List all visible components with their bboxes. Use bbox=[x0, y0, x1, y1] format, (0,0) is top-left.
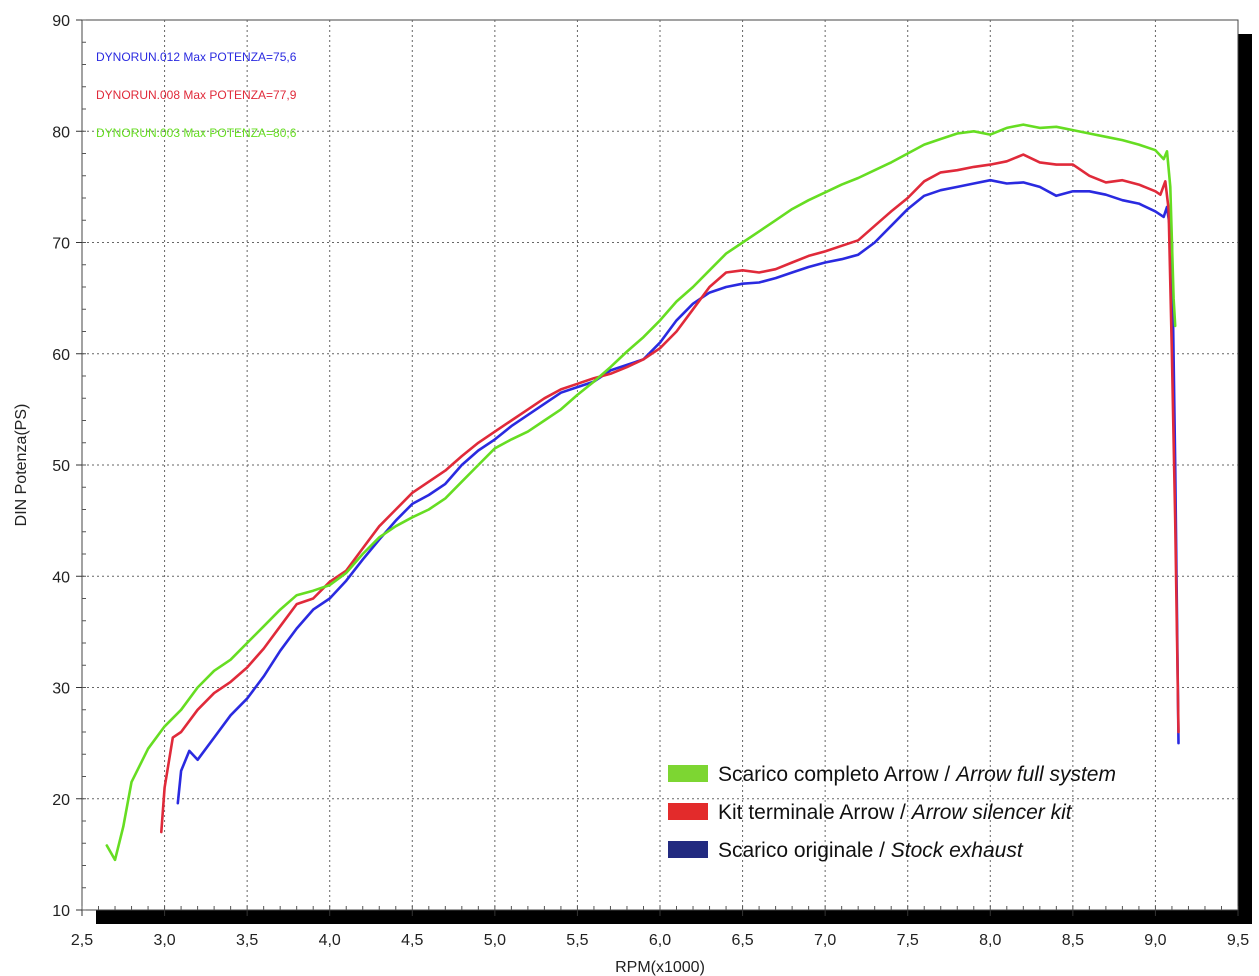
x-tick-labels: 2,5 3,0 3,5 4,0 4,5 5,0 5,5 6,0 6,5 7,0 7,5 8,0 8,5 9… bbox=[71, 932, 1249, 949]
legend-entry-italic-text: Arrow full system bbox=[954, 763, 1116, 786]
run-label: DYNORUN.008 Max POTENZA=77,9 bbox=[96, 88, 297, 102]
x-tick-label: 6,0 bbox=[649, 932, 671, 949]
legend-swatch bbox=[668, 765, 708, 782]
legend-entry: Kit terminale Arrow / Arrow silencer kit bbox=[718, 801, 1073, 824]
y-tick-label: 60 bbox=[52, 347, 70, 364]
legend-entry: Scarico completo Arrow / Arrow full syst… bbox=[718, 763, 1116, 786]
x-tick-label: 3,0 bbox=[153, 932, 175, 949]
legend-entry-text: Scarico completo Arrow / bbox=[718, 763, 956, 786]
legend-entry-text: Kit terminale Arrow / bbox=[718, 801, 912, 824]
y-tick-label: 50 bbox=[52, 458, 70, 475]
x-tick-label: 6,5 bbox=[731, 932, 753, 949]
x-tick-label: 2,5 bbox=[71, 932, 93, 949]
y-tick-label: 30 bbox=[52, 681, 70, 698]
x-axis-title: RPM(x1000) bbox=[615, 959, 705, 976]
y-tick-label: 20 bbox=[52, 792, 70, 809]
x-tick-label: 8,0 bbox=[979, 932, 1001, 949]
legend: Scarico completo Arrow / Arrow full syst… bbox=[668, 763, 1116, 862]
run-label: DYNORUN.012 Max POTENZA=75,6 bbox=[96, 50, 297, 64]
legend-swatch bbox=[668, 841, 708, 858]
legend-entry-italic-text: Arrow silencer kit bbox=[910, 801, 1073, 824]
x-tick-label: 5,5 bbox=[566, 932, 588, 949]
x-tick-label: 9,5 bbox=[1227, 932, 1249, 949]
y-axis-title: DIN Potenza(PS) bbox=[13, 404, 30, 527]
legend-entry-italic-text: Stock exhaust bbox=[891, 839, 1024, 862]
x-tick-label: 7,0 bbox=[814, 932, 836, 949]
frame-shadow-right bbox=[1238, 34, 1252, 924]
run-label: DYNORUN.003 Max POTENZA=80,6 bbox=[96, 126, 297, 140]
y-tick-label: 40 bbox=[52, 569, 70, 586]
y-tick-label: 90 bbox=[52, 13, 70, 30]
series-line-2 bbox=[105, 123, 1177, 862]
x-tick-label: 9,0 bbox=[1144, 932, 1166, 949]
series-line-1 bbox=[160, 153, 1180, 834]
frame-shadow-bottom bbox=[96, 910, 1252, 924]
minor-ticks bbox=[76, 19, 1239, 916]
y-tick-labels: 10 20 30 40 50 60 70 80 90 bbox=[52, 13, 70, 920]
y-tick-label: 70 bbox=[52, 236, 70, 253]
series-line-0 bbox=[176, 178, 1180, 805]
legend-entry: Scarico originale / Stock exhaust bbox=[718, 839, 1024, 862]
grid-lines bbox=[82, 20, 1238, 910]
run-labels: DYNORUN.012 Max POTENZA=75,6 DYNORUN.008 … bbox=[96, 50, 297, 140]
y-tick-label: 10 bbox=[52, 903, 70, 920]
series-lines bbox=[105, 123, 1180, 862]
x-tick-label: 3,5 bbox=[236, 932, 258, 949]
x-tick-label: 5,0 bbox=[484, 932, 506, 949]
x-tick-label: 7,5 bbox=[897, 932, 919, 949]
legend-swatch bbox=[668, 803, 708, 820]
x-tick-label: 8,5 bbox=[1062, 932, 1084, 949]
x-tick-label: 4,0 bbox=[319, 932, 341, 949]
y-tick-label: 80 bbox=[52, 124, 70, 141]
x-tick-label: 4,5 bbox=[401, 932, 423, 949]
legend-entry-text: Scarico originale / bbox=[718, 839, 891, 862]
